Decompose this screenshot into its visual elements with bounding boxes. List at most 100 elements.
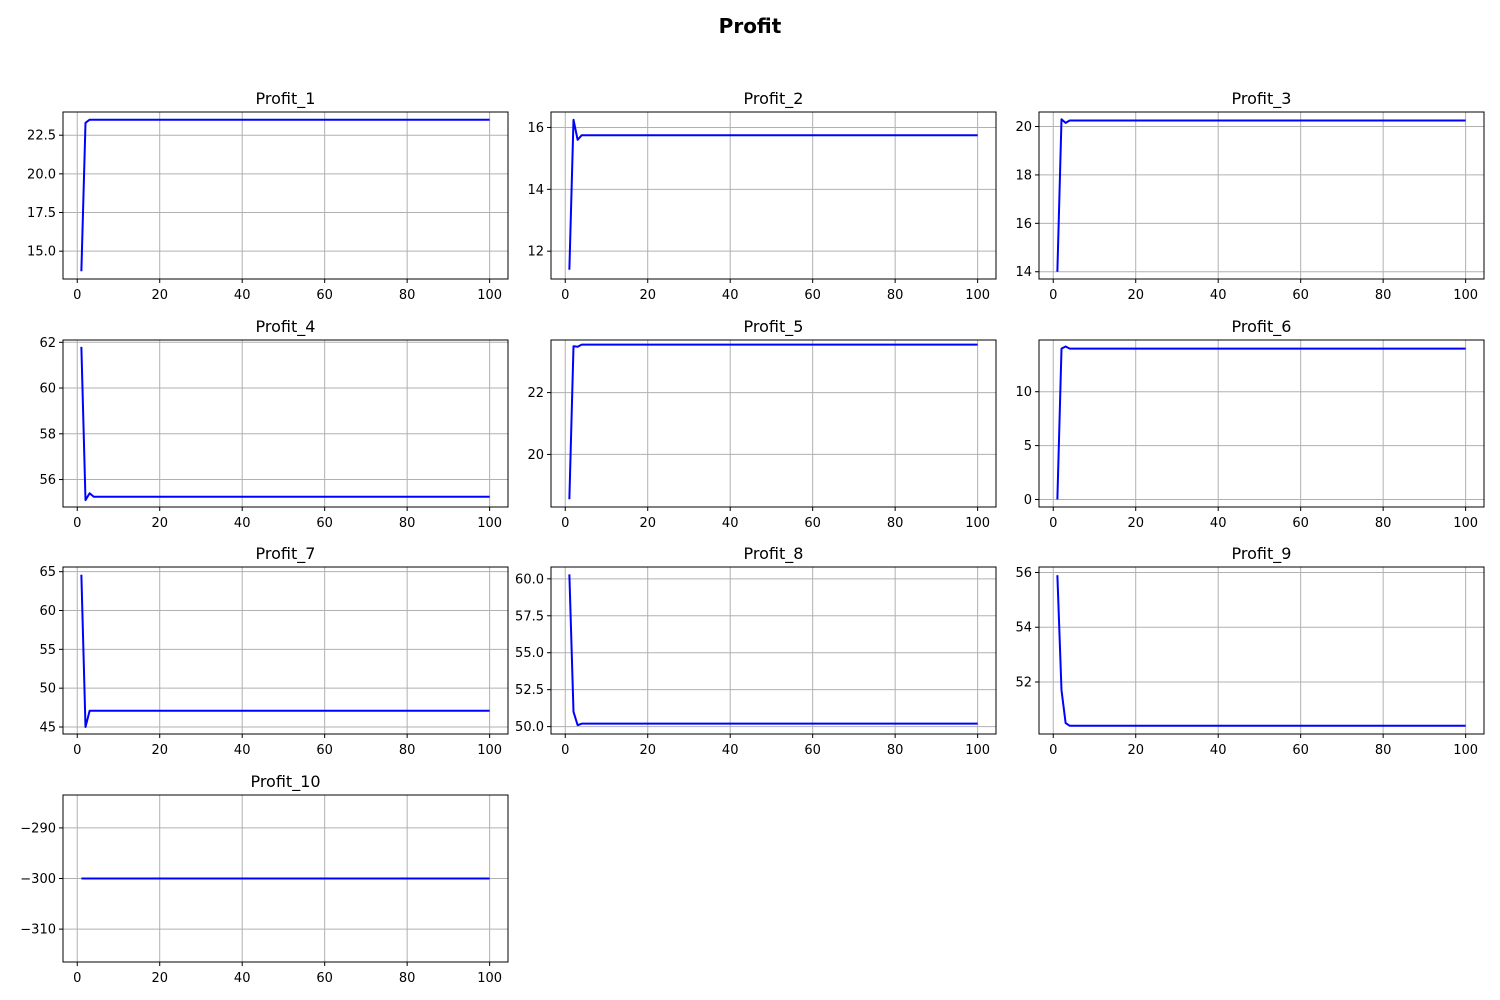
y-tick-label: 16 <box>1015 217 1032 232</box>
y-tick-label: 20 <box>527 448 544 463</box>
x-tick-label: 20 <box>1127 743 1144 758</box>
x-tick-label: 20 <box>639 516 656 531</box>
x-tick-label: 20 <box>639 288 656 303</box>
x-tick-label: 40 <box>234 516 251 531</box>
y-tick-label: 17.5 <box>27 206 56 221</box>
subplot: Profit_2 0 20 40 60 80 100 12 14 16 <box>527 89 997 303</box>
subplot-title: Profit_10 <box>250 772 320 792</box>
axes-frame <box>62 111 509 280</box>
subplot-title: Profit_9 <box>1232 544 1292 564</box>
y-tick-label: 45 <box>39 721 56 736</box>
series-line <box>1056 575 1466 727</box>
x-tick-label: 0 <box>561 288 569 303</box>
x-tick-label: 0 <box>561 516 569 531</box>
subplot: Profit_8 0 20 40 60 80 100 50.0 52.5 55.0 57.5 60.0 <box>515 544 997 758</box>
x-tick-label: 40 <box>722 288 739 303</box>
axes-frame <box>62 339 509 508</box>
series-line <box>1056 345 1466 500</box>
subplot-title: Profit_2 <box>744 89 804 109</box>
y-tick-label: 20 <box>1015 120 1032 135</box>
x-tick-label: 100 <box>477 743 502 758</box>
x-tick-label: 80 <box>887 288 904 303</box>
axes-frame <box>550 566 997 735</box>
subplot: Profit_5 0 20 40 60 80 100 20 22 <box>527 317 997 531</box>
x-tick-label: 40 <box>234 971 251 986</box>
y-tick-label: 14 <box>527 183 544 198</box>
y-tick-label: 50.0 <box>515 720 544 735</box>
y-tick-label: −310 <box>20 923 56 938</box>
series-line <box>1056 118 1466 272</box>
y-tick-label: 65 <box>39 565 56 580</box>
x-tick-label: 20 <box>1127 288 1144 303</box>
x-tick-label: 0 <box>73 288 81 303</box>
axes-frame <box>1038 111 1485 280</box>
subplot-title: Profit_4 <box>256 317 316 337</box>
y-tick-label: 52.5 <box>515 683 544 698</box>
y-tick-label: 56 <box>39 473 56 488</box>
x-tick-label: 0 <box>1049 288 1057 303</box>
x-tick-label: 60 <box>1292 743 1309 758</box>
subplot: Profit_7 0 20 40 60 80 100 45 50 55 60 65 <box>39 544 509 758</box>
x-tick-label: 80 <box>1375 743 1392 758</box>
subplot: Profit_3 0 20 40 60 80 100 14 16 18 20 <box>1015 89 1485 303</box>
subplot-title: Profit_3 <box>1232 89 1292 109</box>
x-tick-label: 60 <box>804 516 821 531</box>
y-tick-label: −300 <box>20 872 56 887</box>
subplot-title: Profit_5 <box>744 317 804 337</box>
y-tick-label: 16 <box>527 121 544 136</box>
axes-frame <box>1038 566 1485 735</box>
y-tick-label: 15.0 <box>27 245 56 260</box>
x-tick-label: 0 <box>1049 743 1057 758</box>
axes-frame <box>62 566 509 735</box>
subplot: Profit_10 0 20 40 60 80 100 −290 −300 −310 <box>20 772 509 986</box>
x-tick-label: 20 <box>151 288 168 303</box>
series-line <box>80 346 490 502</box>
y-tick-label: 60 <box>39 604 56 619</box>
x-tick-label: 0 <box>73 971 81 986</box>
y-tick-label: 22 <box>527 386 544 401</box>
y-tick-label: 62 <box>39 336 56 351</box>
y-tick-label: −290 <box>20 821 56 836</box>
x-tick-label: 80 <box>399 971 416 986</box>
x-tick-label: 40 <box>234 743 251 758</box>
x-tick-label: 40 <box>1210 743 1227 758</box>
x-tick-label: 60 <box>804 288 821 303</box>
x-tick-label: 100 <box>965 288 990 303</box>
y-tick-label: 22.5 <box>27 129 56 144</box>
y-tick-label: 12 <box>527 245 544 260</box>
y-tick-label: 55 <box>39 643 56 658</box>
x-tick-label: 0 <box>73 743 81 758</box>
x-tick-label: 80 <box>1375 288 1392 303</box>
x-tick-label: 60 <box>1292 516 1309 531</box>
x-tick-label: 100 <box>965 743 990 758</box>
x-tick-label: 20 <box>1127 516 1144 531</box>
x-tick-label: 40 <box>234 288 251 303</box>
y-tick-label: 58 <box>39 427 56 442</box>
axes-frame <box>1038 339 1485 508</box>
x-tick-label: 60 <box>316 288 333 303</box>
y-tick-label: 14 <box>1015 265 1032 280</box>
y-tick-label: 50 <box>39 682 56 697</box>
axes-frame <box>550 111 997 280</box>
subplot: Profit_6 0 20 40 60 80 100 0 5 10 <box>1015 317 1485 531</box>
y-tick-label: 55.0 <box>515 646 544 661</box>
y-tick-label: 18 <box>1015 168 1032 183</box>
figure-title: Profit <box>718 14 782 38</box>
series-line <box>80 118 490 272</box>
subplot-title: Profit_8 <box>744 544 804 564</box>
x-tick-label: 80 <box>399 516 416 531</box>
x-tick-label: 60 <box>1292 288 1309 303</box>
x-tick-label: 60 <box>316 971 333 986</box>
x-tick-label: 100 <box>965 516 990 531</box>
x-tick-label: 80 <box>887 743 904 758</box>
series-line <box>568 574 978 727</box>
x-tick-label: 20 <box>151 516 168 531</box>
x-tick-label: 100 <box>1453 743 1478 758</box>
x-tick-label: 40 <box>1210 288 1227 303</box>
x-tick-label: 20 <box>639 743 656 758</box>
y-tick-label: 57.5 <box>515 609 544 624</box>
x-tick-label: 100 <box>1453 516 1478 531</box>
y-tick-label: 20.0 <box>27 167 56 182</box>
x-tick-label: 0 <box>73 516 81 531</box>
subplot-title: Profit_7 <box>256 544 316 564</box>
